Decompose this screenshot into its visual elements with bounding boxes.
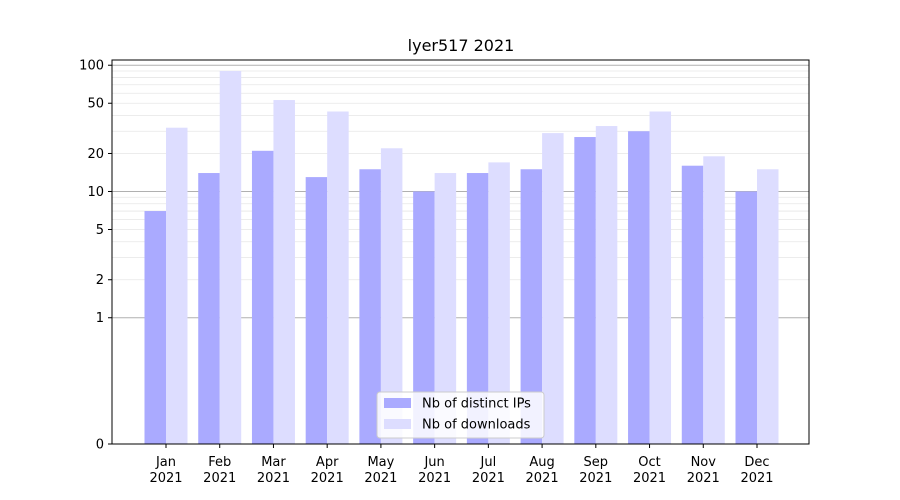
y-tick-label: 1 <box>96 311 104 326</box>
x-tick-label: Oct 2021 <box>633 455 666 486</box>
legend-swatch <box>384 419 411 429</box>
bar-downloads <box>434 173 457 444</box>
bar-downloads <box>757 169 779 444</box>
bar-downloads <box>327 111 349 445</box>
x-tick-label: Apr 2021 <box>311 455 344 486</box>
bar-distinct-ips <box>681 165 704 444</box>
chart-title: lyer517 2021 <box>408 36 515 55</box>
x-axis: Jan 2021 Feb 2021 Mar 2021 Apr 2021 May 2021 Jun 20… <box>149 444 774 486</box>
bar-distinct-ips <box>735 191 757 444</box>
bar-downloads <box>380 148 403 444</box>
legend-box <box>376 391 545 439</box>
bars <box>144 71 779 445</box>
x-tick-label: May 2021 <box>364 455 397 486</box>
bar-distinct-ips <box>144 211 166 444</box>
bar-distinct-ips <box>574 137 596 444</box>
plot-frame <box>111 59 810 445</box>
bar-downloads <box>166 127 188 445</box>
bar-downloads <box>488 162 510 444</box>
bar-downloads <box>542 133 564 445</box>
y-tick-label: 50 <box>87 97 104 112</box>
legend-swatch <box>384 398 411 408</box>
y-tick-label: 0 <box>96 438 104 453</box>
legend-label: Nb of distinct IPs <box>422 397 531 412</box>
x-tick-label: Nov 2021 <box>687 455 720 486</box>
x-tick-label: Feb 2021 <box>203 455 236 486</box>
y-axis: 0 1 2 5 10 20 50 100 <box>79 59 112 453</box>
y-tick-label: 10 <box>87 185 104 200</box>
bar-downloads <box>219 71 242 444</box>
bar-downloads <box>273 100 295 445</box>
bar-distinct-ips <box>413 191 435 444</box>
x-tick-label: Mar 2021 <box>257 455 290 486</box>
bar-downloads <box>703 156 725 444</box>
bar-downloads <box>649 111 672 445</box>
y-tick-label: 100 <box>79 59 104 74</box>
x-tick-label: Aug 2021 <box>526 455 559 486</box>
legend: Nb of distinct IPs Nb of downloads <box>376 391 545 439</box>
bar-distinct-ips <box>305 177 328 445</box>
y-tick-label: 2 <box>96 273 104 288</box>
x-tick-label: Dec 2021 <box>740 455 773 486</box>
x-tick-label: Jul 2021 <box>472 455 505 486</box>
x-tick-label: Jan 2021 <box>149 455 182 486</box>
bar-downloads <box>595 126 618 444</box>
bar-distinct-ips <box>466 173 489 444</box>
bar-distinct-ips <box>251 150 274 444</box>
bar-distinct-ips <box>520 169 543 444</box>
y-tick-label: 20 <box>87 147 104 162</box>
y-tick-label: 5 <box>96 223 104 238</box>
x-tick-label: Jun 2021 <box>418 455 451 486</box>
x-tick-label: Sep 2021 <box>579 455 612 486</box>
bar-distinct-ips <box>628 131 650 444</box>
legend-label: Nb of downloads <box>422 418 531 433</box>
bar-distinct-ips <box>198 173 220 444</box>
bar-distinct-ips <box>359 169 381 444</box>
